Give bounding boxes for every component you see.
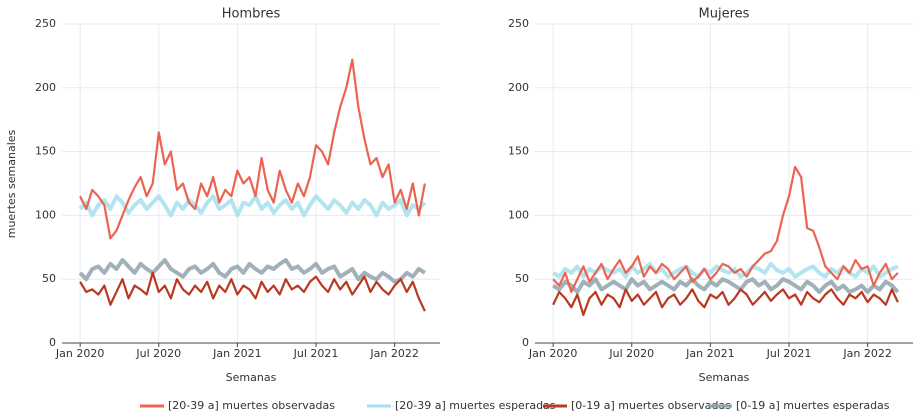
y-tick-label: 150: [35, 145, 56, 158]
y-tick-label: 250: [35, 17, 56, 30]
y-tick-label: 200: [508, 81, 529, 94]
y-tick-label: 200: [35, 81, 56, 94]
series-line: [552, 277, 900, 294]
x-tick-label: Jan 2022: [369, 347, 418, 360]
y-tick-label: 100: [35, 208, 56, 221]
y-tick-label: 150: [508, 145, 529, 158]
y-tick-label: 50: [515, 272, 529, 285]
x-tick-label: Jan 2021: [212, 347, 261, 360]
x-axis-title: Semanas: [699, 371, 750, 384]
y-tick-label: 0: [522, 336, 529, 349]
legend-label: [20-39 a] muertes esperadas: [395, 399, 556, 412]
y-axis-title: muertes semanales: [5, 129, 18, 238]
x-tick-label: Jul 2021: [766, 347, 812, 360]
series-line: [552, 261, 899, 279]
series-line: [552, 288, 899, 317]
x-tick-label: Jan 2021: [685, 347, 734, 360]
series-line: [78, 258, 426, 284]
legend-label: [0-19 a] muertes observadas: [571, 399, 731, 412]
series-line: [78, 194, 427, 218]
chart-title: Hombres: [222, 7, 281, 22]
y-tick-label: 250: [508, 17, 529, 30]
y-tick-label: 0: [49, 336, 56, 349]
x-tick-label: Jul 2020: [608, 347, 654, 360]
x-tick-label: Jan 2020: [55, 347, 104, 360]
x-tick-label: Jan 2020: [528, 347, 577, 360]
series-line: [552, 165, 899, 294]
chart-title: Mujeres: [699, 7, 750, 22]
x-tick-label: Jul 2020: [135, 347, 181, 360]
series-line: [79, 58, 426, 240]
x-tick-label: Jan 2022: [842, 347, 891, 360]
series-line: [79, 271, 426, 312]
y-tick-label: 50: [42, 272, 56, 285]
x-tick-label: Jul 2021: [293, 347, 339, 360]
x-axis-title: Semanas: [226, 371, 277, 384]
legend-label: [20-39 a] muertes observadas: [168, 399, 335, 412]
y-tick-label: 100: [508, 208, 529, 221]
legend-label: [0-19 a] muertes esperadas: [736, 399, 890, 412]
